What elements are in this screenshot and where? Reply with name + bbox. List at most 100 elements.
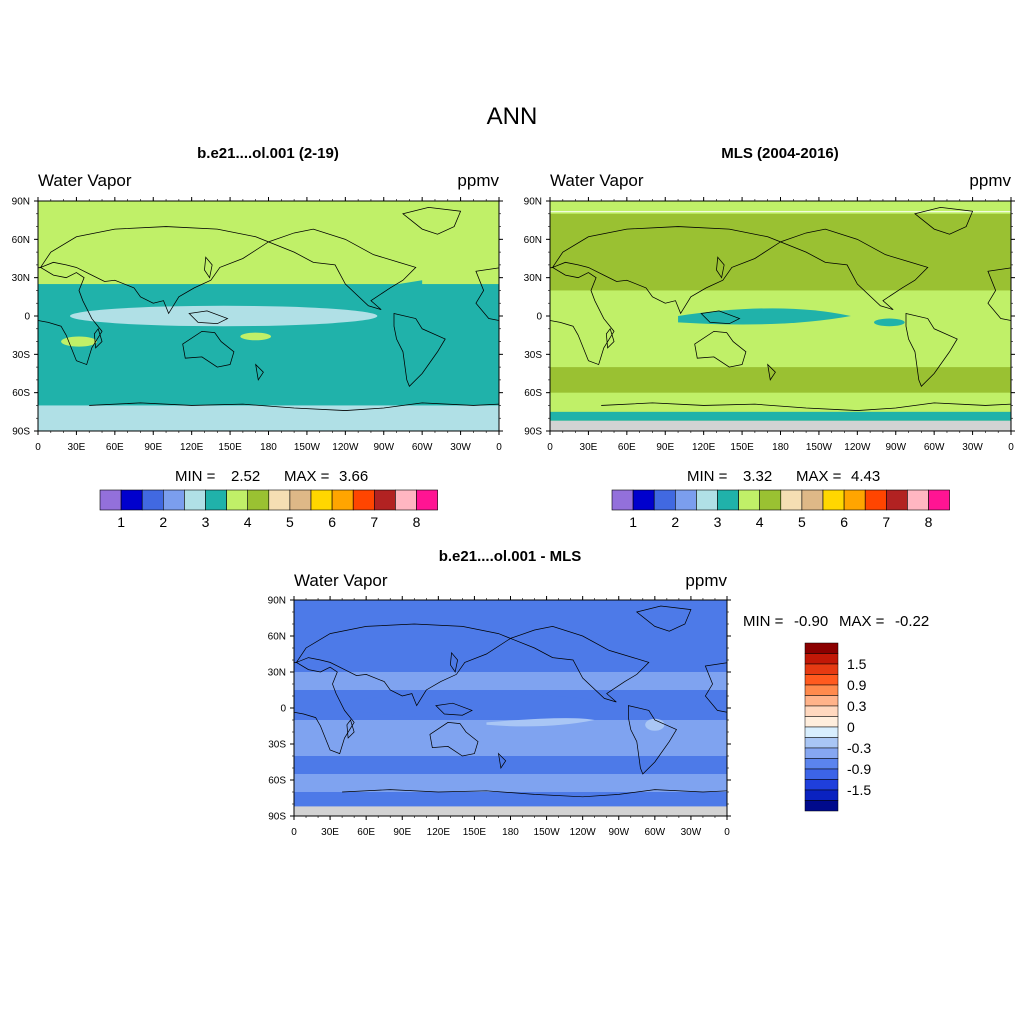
- field-band: [38, 201, 499, 285]
- colorbar-label: 5: [286, 514, 294, 530]
- colorbar-label: 1.5: [847, 656, 867, 672]
- colorbar-swatch: [331, 489, 354, 511]
- min-label: MIN =: [175, 468, 216, 485]
- colorbar-label: 4: [244, 514, 252, 530]
- field-band: [550, 367, 1011, 393]
- colorbar-swatch: [611, 489, 634, 511]
- tropical-feature: [342, 693, 607, 718]
- lon-tick-label: 150E: [463, 827, 487, 838]
- lat-tick-label: 90N: [12, 197, 30, 208]
- lat-tick-label: 90S: [268, 812, 286, 823]
- lat-tick-label: 30S: [12, 350, 30, 361]
- lon-tick-label: 60W: [645, 827, 666, 838]
- colorbar-swatch: [163, 489, 185, 511]
- colorbar-swatch: [416, 489, 438, 511]
- lon-tick-label: 0: [291, 827, 297, 838]
- colorbar-swatch: [205, 489, 227, 511]
- tropical-feature: [486, 718, 595, 727]
- lon-tick-label: 150E: [218, 442, 242, 453]
- colorbar-swatch: [822, 489, 845, 511]
- lon-tick-label: 60E: [357, 827, 375, 838]
- lon-tick-label: 120W: [844, 442, 871, 453]
- lon-tick-label: 120E: [427, 827, 451, 838]
- min-label: MIN =: [687, 468, 728, 485]
- lon-tick-label: 0: [496, 442, 502, 453]
- lon-tick-label: 90W: [373, 442, 394, 453]
- lon-tick-label: 0: [724, 827, 730, 838]
- colorbar-label: 3: [202, 514, 210, 530]
- field-band: [550, 411, 1011, 421]
- min-value: 3.32: [743, 468, 772, 485]
- field-band: [550, 213, 1011, 291]
- variable-label: Water Vapor: [294, 571, 388, 590]
- max-value: 4.43: [851, 468, 880, 485]
- lon-tick-label: 30E: [68, 442, 86, 453]
- colorbar-label: 8: [925, 514, 933, 530]
- lon-tick-label: 60W: [924, 442, 945, 453]
- lat-tick-label: 60N: [524, 235, 542, 246]
- lon-tick-label: 60E: [106, 442, 124, 453]
- map-field: [294, 600, 727, 816]
- colorbar-swatch: [696, 489, 718, 511]
- lon-tick-label: 30W: [962, 442, 983, 453]
- colorbar-swatch: [674, 489, 697, 511]
- panel-title: b.e21....ol.001 (2-19): [197, 145, 339, 162]
- colorbar-swatch: [804, 726, 839, 738]
- lon-tick-label: 0: [35, 442, 41, 453]
- lon-tick-label: 120E: [692, 442, 716, 453]
- colorbar-swatch: [717, 489, 739, 511]
- lat-tick-label: 30N: [524, 273, 542, 284]
- lat-tick-label: 90S: [12, 427, 30, 438]
- colorbar-swatch: [395, 489, 417, 511]
- colorbar-swatch: [804, 642, 839, 654]
- lon-tick-label: 120W: [570, 827, 597, 838]
- lat-tick-label: 90N: [524, 197, 542, 208]
- field-band: [550, 211, 1011, 213]
- map-panel-obs: MLS (2004-2016) Water Vapor ppmv 90N 60N 30N 0…: [524, 145, 1015, 485]
- colorbar-label: 8: [413, 514, 421, 530]
- colorbar-horizontal-0: 1 2 3 4 5 6 7 8: [99, 489, 438, 530]
- tropical-feature: [873, 318, 905, 327]
- map-field: [38, 201, 499, 431]
- variable-label: Water Vapor: [38, 171, 132, 190]
- lon-tick-label: 60W: [412, 442, 433, 453]
- colorbar-label: 5: [798, 514, 806, 530]
- colorbar-swatch: [804, 695, 839, 707]
- colorbar-swatch: [804, 758, 839, 770]
- colorbar-swatch: [184, 489, 206, 511]
- colorbar-swatch: [804, 653, 839, 665]
- colorbar-label: 6: [840, 514, 848, 530]
- lon-tick-label: 60E: [618, 442, 636, 453]
- colorbar-label: 1: [117, 514, 125, 530]
- colorbar-swatch: [780, 489, 803, 511]
- lon-tick-label: 90E: [656, 442, 674, 453]
- lon-tick-label: 180: [772, 442, 789, 453]
- units-label: ppmv: [457, 171, 499, 190]
- colorbar-swatch: [804, 768, 839, 780]
- max-label: MAX =: [796, 468, 842, 485]
- colorbar-vertical: 1.5 0.9 0.3 0 -0.3 -0.9 -1.5: [804, 642, 871, 812]
- colorbar-label: 6: [328, 514, 336, 530]
- map-panel-model: b.e21....ol.001 (2-19) Water Vapor ppmv 90N…: [12, 145, 503, 485]
- colorbar-swatch: [289, 489, 312, 511]
- colorbar-label: -0.9: [847, 761, 871, 777]
- lat-tick-label: 0: [24, 312, 30, 323]
- panel-title: b.e21....ol.001 - MLS: [439, 548, 582, 565]
- lon-tick-label: 30E: [580, 442, 598, 453]
- lat-tick-label: 30N: [12, 273, 30, 284]
- tropical-feature: [678, 308, 851, 325]
- lat-tick-label: 0: [280, 704, 286, 715]
- lon-tick-label: 90E: [393, 827, 411, 838]
- colorbar-swatch: [804, 737, 839, 749]
- colorbar-swatch: [804, 747, 839, 759]
- panel-title: MLS (2004-2016): [721, 145, 839, 162]
- tropical-feature: [240, 332, 272, 341]
- colorbar-swatch: [738, 489, 760, 511]
- colorbar-swatch: [373, 489, 396, 511]
- colorbar-label: 1: [629, 514, 637, 530]
- lat-tick-label: 30S: [268, 740, 286, 751]
- colorbar-swatch: [268, 489, 291, 511]
- lat-tick-label: 60N: [268, 632, 286, 643]
- lat-tick-label: 0: [536, 312, 542, 323]
